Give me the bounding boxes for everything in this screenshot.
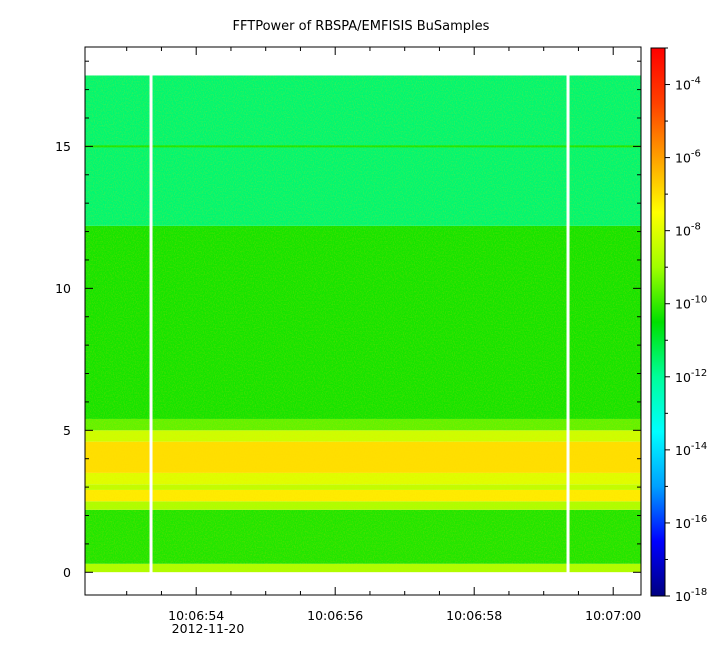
x-tick-label-3: 10:07:00 bbox=[585, 608, 641, 623]
y-tick-label-1: 5 bbox=[63, 423, 71, 438]
data-gap-1 bbox=[566, 47, 570, 595]
colorbar-tick-label-1: 10-16 bbox=[675, 514, 707, 531]
data-gap-0 bbox=[149, 47, 153, 595]
y-tick-label-0: 0 bbox=[63, 565, 71, 580]
spectrogram-texture bbox=[85, 47, 641, 595]
y-tick-label-3: 15 bbox=[55, 139, 71, 154]
x-date-label: 2012-11-20 bbox=[172, 621, 245, 636]
colorbar-tick-label-5: 10-8 bbox=[675, 222, 701, 239]
chart-title: FFTPower of RBSPA/EMFISIS BuSamples bbox=[233, 19, 490, 34]
x-tick-label-1: 10:06:56 bbox=[307, 608, 363, 623]
x-axis: 10:06:54 10:06:56 10:06:58 10:07:00 bbox=[126, 47, 641, 623]
colorbar-ticks: 10-18 10-16 10-14 10-12 10-10 10-8 10-6 10-4 bbox=[665, 47, 707, 604]
no-data-top bbox=[85, 47, 641, 76]
colorbar-tick-label-2: 10-14 bbox=[675, 441, 707, 458]
noise-overlay bbox=[85, 75, 641, 573]
x-tick-label-2: 10:06:58 bbox=[446, 608, 502, 623]
y-axis: 0 5 10 15 bbox=[55, 60, 641, 580]
y-tick-label-2: 10 bbox=[55, 281, 71, 296]
colorbar-tick-label-3: 10-12 bbox=[675, 368, 707, 385]
colorbar: 10-18 10-16 10-14 10-12 10-10 10-8 10-6 10-4 bbox=[650, 47, 707, 604]
colorbar-gradient bbox=[650, 47, 666, 597]
data-gaps bbox=[149, 47, 570, 595]
colorbar-tick-label-7: 10-4 bbox=[675, 76, 701, 93]
colorbar-tick-label-4: 10-10 bbox=[675, 295, 707, 312]
no-data-bottom bbox=[85, 572, 641, 595]
x-tick-label-0: 10:06:54 bbox=[168, 608, 224, 623]
plot-area bbox=[85, 47, 641, 595]
plot-frame bbox=[84, 46, 642, 596]
colorbar-tick-label-0: 10-18 bbox=[675, 587, 707, 604]
colorbar-tick-label-6: 10-6 bbox=[675, 149, 701, 166]
